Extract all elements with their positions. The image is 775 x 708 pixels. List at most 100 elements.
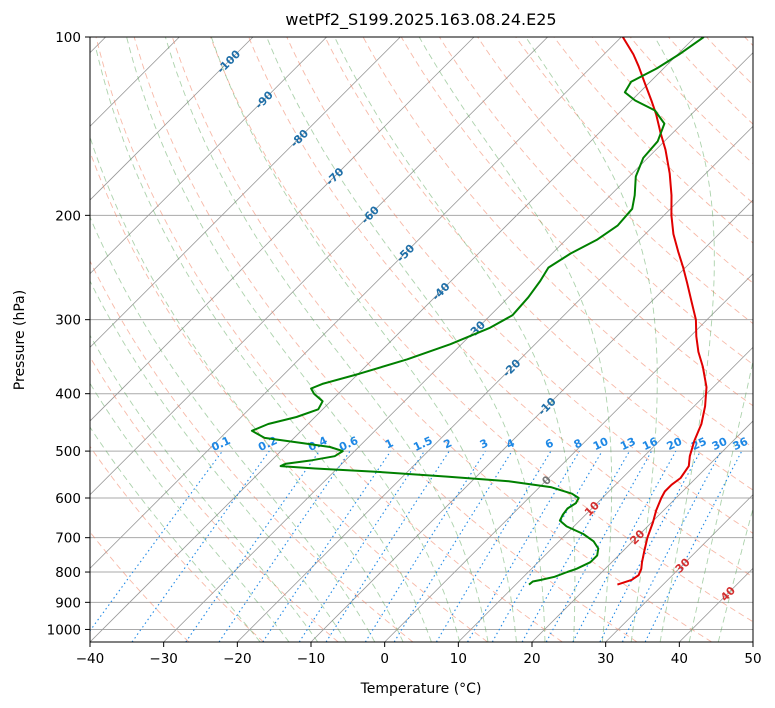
dry-adiabat-label: -100 — [215, 47, 244, 76]
y-tick-label: 200 — [55, 208, 81, 224]
dry-adiabat-label: -10 — [535, 395, 558, 418]
x-tick-label: 50 — [744, 651, 761, 667]
y-tick-label: 600 — [55, 491, 81, 507]
isotherm-line — [752, 641, 753, 642]
mixing-ratio-line — [298, 450, 425, 642]
moist-adiabat-label: 40 — [718, 584, 738, 604]
dry-adiabat-line — [591, 37, 753, 204]
moist-adiabat-line — [717, 506, 753, 642]
chart-title: wetPf2_S199.2025.163.08.24.E25 — [285, 10, 556, 30]
mixing-ratio-line — [218, 450, 351, 642]
mixing-ratio-line — [325, 450, 450, 642]
moist-adiabat-line — [90, 216, 376, 642]
dry-adiabat-label: -50 — [394, 242, 417, 265]
mixing-ratio-line — [644, 450, 743, 642]
dry-adiabat-line — [95, 37, 563, 642]
dry-adiabat-line — [668, 37, 753, 125]
moist-adiabat-line — [90, 279, 347, 642]
moist-adiabat-line — [126, 37, 461, 642]
mixing-ratio-label: 20 — [665, 435, 685, 453]
dry-adiabat-line — [90, 531, 190, 642]
isotherm-line — [237, 125, 753, 642]
dry-adiabat-line — [515, 37, 753, 284]
x-tick-label: −40 — [76, 651, 105, 667]
mixing-ratio-label: 36 — [731, 435, 751, 453]
mixing-ratio-line — [364, 450, 486, 642]
dry-adiabat-line — [324, 37, 753, 491]
y-tick-label: 500 — [55, 444, 81, 460]
isotherm-line — [90, 37, 327, 275]
dry-adiabat-line — [286, 37, 753, 534]
y-tick-label: 300 — [55, 313, 81, 329]
dry-adiabat-line — [90, 150, 488, 642]
dry-adiabat-label: -40 — [429, 280, 452, 303]
isotherm-line — [90, 37, 254, 201]
mixing-ratio-line — [131, 450, 270, 642]
dry-adiabat-line — [133, 37, 638, 642]
y-axis-label: Pressure (hPa) — [12, 290, 28, 390]
isotherm-line — [90, 37, 622, 569]
dry-adiabat-label: -20 — [500, 356, 523, 379]
isotherm-line — [90, 37, 401, 348]
y-tick-label: 900 — [55, 595, 81, 611]
y-tick-label: 1000 — [47, 622, 81, 638]
mixing-ratio-label: 30 — [710, 435, 730, 453]
moist-adiabat-line — [688, 359, 753, 642]
mixing-ratio-line — [90, 450, 223, 632]
x-tick-label: −20 — [223, 651, 252, 667]
dry-adiabat-label: -70 — [323, 165, 346, 188]
mixing-ratio-line — [467, 450, 580, 642]
moist-adiabat-line — [90, 135, 404, 642]
plot-frame — [89, 36, 754, 643]
mixing-ratio-line — [185, 450, 320, 642]
dry-adiabat-line — [90, 259, 414, 642]
dry-adiabat-line — [744, 37, 753, 47]
isotherm-line — [90, 37, 475, 422]
x-tick-label: −10 — [297, 651, 326, 667]
isotherm-line — [458, 346, 753, 642]
isotherm-line — [605, 494, 753, 642]
moist-adiabat-label: 10 — [582, 499, 602, 519]
mixing-ratio-label: 6 — [543, 436, 556, 451]
moist-adiabat-line — [90, 426, 261, 642]
x-axis-ticks: −40 −30 −20 −10 0 10 20 30 40 50 — [76, 642, 762, 667]
moist-adiabat-line — [525, 37, 658, 642]
dry-adiabat-line — [706, 37, 753, 86]
isotherm-line — [384, 273, 753, 642]
mixing-ratio-lines — [90, 450, 743, 642]
moist-adiabat-line — [334, 37, 576, 642]
dry-adiabat-line — [90, 356, 339, 642]
moist-adiabat-line — [418, 37, 613, 642]
mixing-ratio-label: 2 — [442, 436, 454, 451]
isotherm-line — [531, 420, 753, 642]
x-tick-label: 30 — [597, 651, 614, 667]
isobar-lines — [90, 37, 753, 630]
moist-adiabat-line — [90, 334, 319, 642]
x-tick-label: −30 — [149, 651, 178, 667]
x-tick-label: 20 — [523, 651, 540, 667]
dry-adiabat-label: -80 — [288, 127, 311, 150]
mixing-ratio-line — [599, 450, 701, 642]
y-tick-label: 100 — [55, 30, 81, 46]
mixing-ratio-label: 16 — [640, 435, 660, 453]
plot-area: 0.1 0.2 0.4 0.6 1 1.5 2 3 4 6 8 10 13 16 20 25 30 36-100-… — [90, 37, 753, 642]
dewpoint-line — [250, 37, 705, 586]
x-axis-label: Temperature (°C) — [360, 681, 482, 697]
mixing-ratio-label: 4 — [504, 436, 517, 451]
sounding-series — [250, 37, 708, 586]
x-tick-label: 0 — [380, 651, 389, 667]
dry-adiabat-label: -90 — [253, 88, 276, 111]
moist-adiabat-line — [164, 37, 489, 642]
moist-adiabat-line — [90, 382, 290, 642]
dry-adiabat-line — [248, 37, 753, 578]
mixing-ratio-line — [435, 450, 552, 642]
dry-adiabat-line — [477, 37, 753, 325]
isotherm-line — [163, 52, 753, 642]
mixing-ratio-line — [572, 450, 677, 642]
dry-adiabat-line — [439, 37, 753, 365]
isotherm-line — [90, 37, 696, 642]
helper-line-labels: 0.1 0.2 0.4 0.6 1 1.5 2 3 4 6 8 10 13 16 20 25 30 36-100-… — [209, 47, 750, 604]
moist-adiabat-line — [210, 37, 517, 642]
moist-adiabat-lines — [90, 37, 753, 642]
